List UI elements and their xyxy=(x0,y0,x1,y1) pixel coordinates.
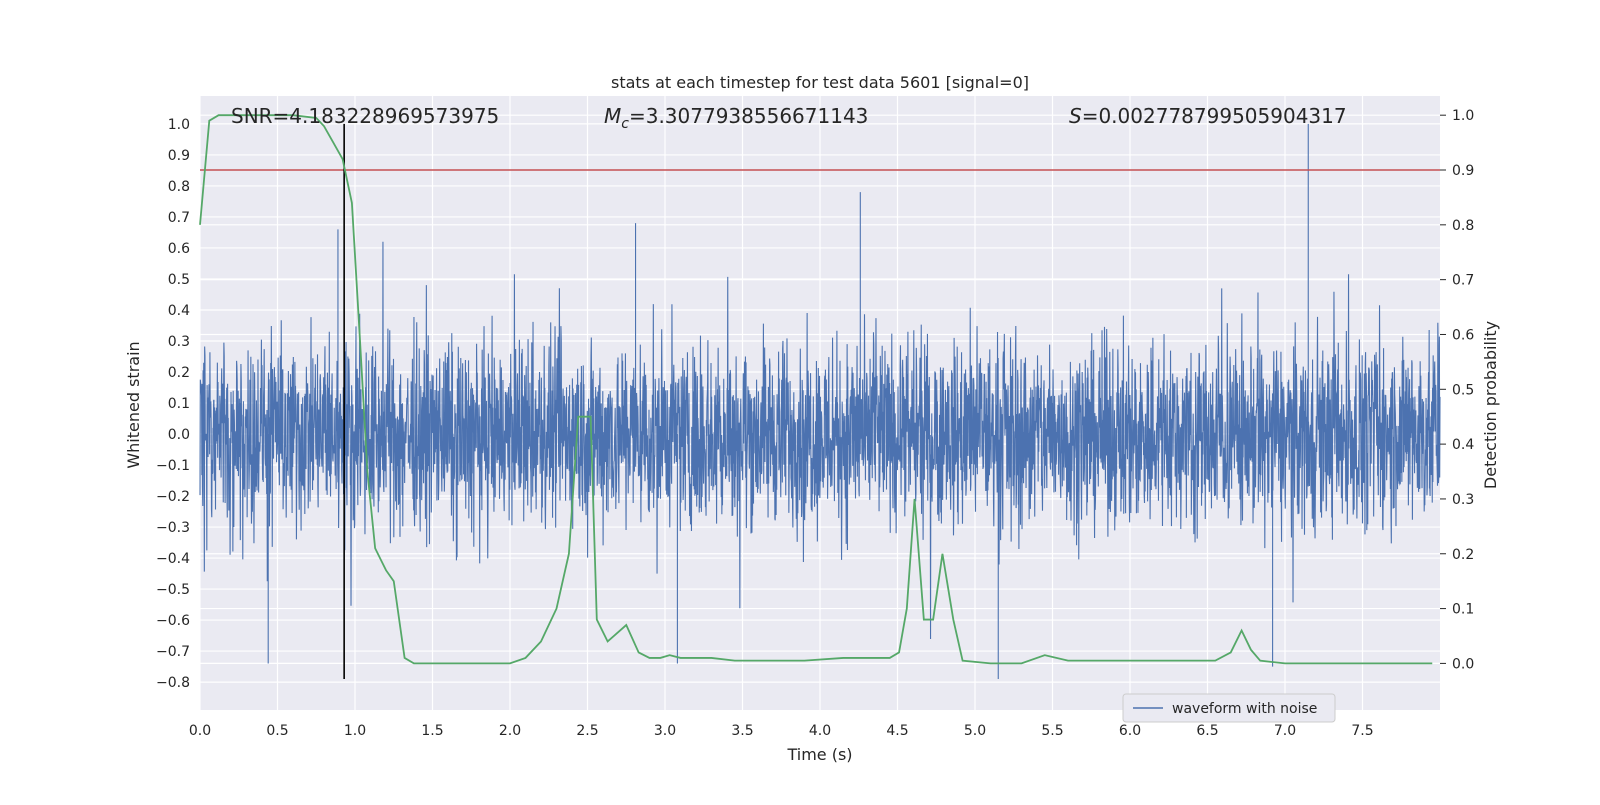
y-tick-label-left: 0.2 xyxy=(168,365,190,381)
s-annotation: S=0.002778799505904317 xyxy=(1069,104,1347,128)
y-tick-label-left: 0.7 xyxy=(168,210,190,226)
chirp-mass-symbol: M xyxy=(604,104,621,128)
y-tick-label-right: 0.5 xyxy=(1452,382,1474,398)
x-tick-label: 7.5 xyxy=(1351,723,1373,739)
right-axis-ticks: 0.0 0.1 0.2 0.3 0.4 0.5 0.6 0.7 0.8 0.9 1.0 xyxy=(1440,108,1474,672)
y-tick-label-right: 0.9 xyxy=(1452,163,1474,179)
chart-title: stats at each timestep for test data 560… xyxy=(611,73,1029,92)
y-tick-label-left: 0.9 xyxy=(168,148,190,164)
x-tick-label: 5.5 xyxy=(1041,723,1063,739)
waveform-line xyxy=(199,123,1441,679)
y-tick-label-left: −0.1 xyxy=(156,458,190,474)
y-tick-label-right: 0.2 xyxy=(1452,547,1474,563)
snr-annotation: SNR=4.183228969573975 xyxy=(231,104,499,128)
y-tick-label-right: 0.7 xyxy=(1452,273,1474,289)
y-tick-label-left: 0.1 xyxy=(168,396,190,412)
x-axis-label: Time (s) xyxy=(786,745,852,764)
probability-series xyxy=(199,114,1433,665)
y-tick-label-left: 0.4 xyxy=(168,303,190,319)
y-tick-label-left: −0.6 xyxy=(156,613,190,629)
x-axis-ticks: 0.0 0.5 1.0 1.5 2.0 2.5 3.0 3.5 4.0 4.5 5.0 5.5 6.0 6… xyxy=(189,723,1374,739)
x-tick-label: 2.5 xyxy=(576,723,598,739)
y-tick-label-right: 0.3 xyxy=(1452,492,1474,508)
chirp-mass-value: =3.3077938556671143 xyxy=(629,104,868,128)
x-tick-label: 0.5 xyxy=(266,723,288,739)
s-symbol: S xyxy=(1069,104,1082,128)
y-tick-label-left: 0.3 xyxy=(168,334,190,350)
left-axis-ticks: −0.8 −0.7 −0.6 −0.5 −0.4 −0.3 −0.2 −0.1 0.0 0.1 0.… xyxy=(156,117,190,691)
y-tick-label-left: 0.0 xyxy=(168,427,190,443)
y-tick-label-right: 1.0 xyxy=(1452,108,1474,124)
x-tick-label: 4.5 xyxy=(886,723,908,739)
y-tick-label-left: 0.5 xyxy=(168,272,190,288)
y-tick-label-right: 0.0 xyxy=(1452,656,1474,672)
y-tick-label-left: −0.4 xyxy=(156,551,190,567)
y-tick-label-left: −0.8 xyxy=(156,675,190,691)
s-value: =0.002778799505904317 xyxy=(1082,104,1347,128)
y-tick-label-right: 0.8 xyxy=(1452,218,1474,234)
y-tick-label-right: 0.4 xyxy=(1452,437,1474,453)
x-tick-label: 3.0 xyxy=(654,723,676,739)
x-tick-label: 1.0 xyxy=(344,723,366,739)
x-tick-label: 3.5 xyxy=(731,723,753,739)
x-tick-label: 0.0 xyxy=(189,723,211,739)
reference-lines xyxy=(200,123,1440,679)
y-tick-label-right: 0.6 xyxy=(1452,327,1474,343)
y-axis-label-left: Whitened strain xyxy=(124,341,143,468)
x-tick-label: 4.0 xyxy=(809,723,831,739)
y-tick-label-left: 0.6 xyxy=(168,241,190,257)
x-tick-label: 6.5 xyxy=(1196,723,1218,739)
legend-box xyxy=(1122,693,1336,723)
y-tick-label-left: −0.7 xyxy=(156,644,190,660)
x-tick-label: 5.0 xyxy=(964,723,986,739)
legend: waveform with noise xyxy=(1122,693,1336,723)
chirp-mass-subscript: c xyxy=(621,116,629,132)
y-tick-label-left: −0.2 xyxy=(156,489,190,505)
x-tick-label: 6.0 xyxy=(1119,723,1141,739)
waveform-series xyxy=(199,123,1441,679)
x-tick-label: 7.0 xyxy=(1274,723,1296,739)
y-tick-label-left: −0.3 xyxy=(156,520,190,536)
y-tick-label-right: 0.1 xyxy=(1452,602,1474,618)
y-tick-label-left: 1.0 xyxy=(168,117,190,133)
y-tick-label-left: 0.8 xyxy=(168,179,190,195)
y-tick-label-left: −0.5 xyxy=(156,582,190,598)
x-tick-label: 2.0 xyxy=(499,723,521,739)
chirp-mass-annotation: Mc=3.3077938556671143 xyxy=(604,104,868,132)
y-axis-label-right: Detection probability xyxy=(1481,321,1500,489)
x-tick-label: 1.5 xyxy=(421,723,443,739)
legend-label: waveform with noise xyxy=(1172,701,1317,717)
probability-line xyxy=(199,114,1433,665)
